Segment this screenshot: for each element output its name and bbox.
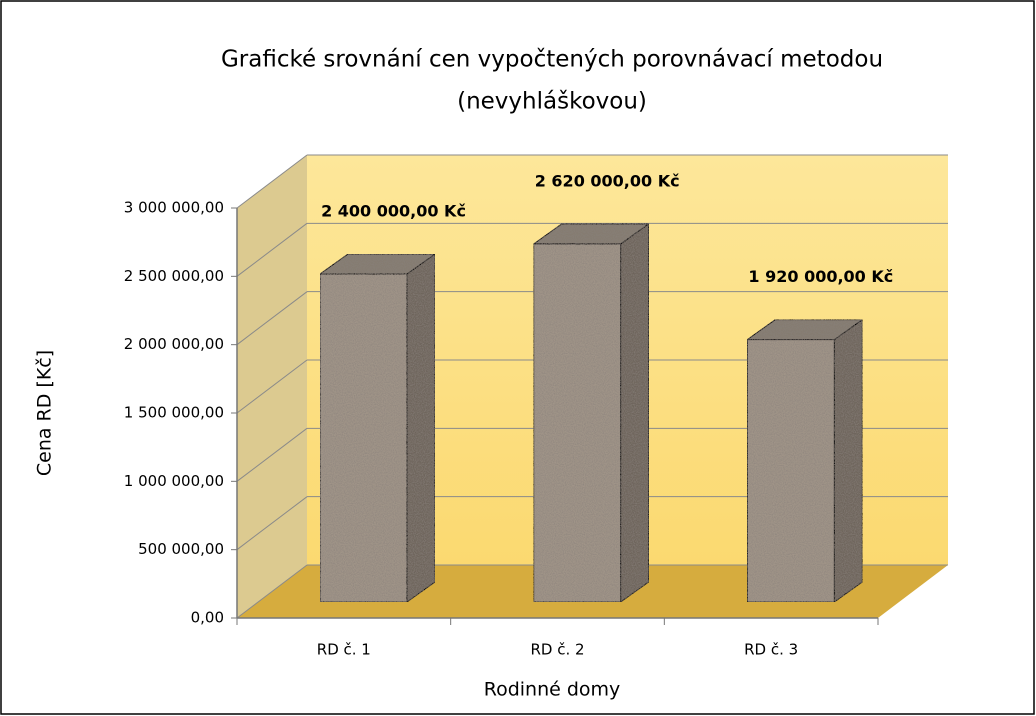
grid-line	[236, 427, 308, 482]
bars	[318, 222, 864, 603]
y-axis-title: Cena RD [Kč]	[34, 350, 56, 476]
chart-subtitle: (nevyhláškovou)	[457, 89, 647, 115]
y-tick-label: 2 500 000,00	[124, 267, 224, 285]
y-tick-label: 2 000 000,00	[124, 335, 224, 353]
data-label: 1 920 000,00 Kč	[748, 267, 893, 286]
x-tick-label: RD č. 3	[744, 641, 798, 659]
grid-line	[236, 564, 308, 619]
bar	[319, 273, 408, 603]
data-label: 2 620 000,00 Kč	[535, 171, 680, 190]
data-label: 2 400 000,00 Kč	[321, 202, 466, 221]
bar	[746, 339, 835, 603]
x-tick-label: RD č. 1	[317, 641, 371, 659]
bar-side	[406, 253, 436, 603]
x-axis-title: Rodinné domy	[484, 679, 621, 701]
grid-line	[236, 291, 308, 346]
bar-side	[620, 222, 650, 603]
bar-side	[833, 318, 863, 603]
x-tick-label: RD č. 2	[530, 641, 584, 659]
grid-line	[236, 222, 308, 277]
grid-line	[236, 359, 308, 414]
y-tick-label: 0,00	[191, 609, 224, 627]
y-tick-label: 3 000 000,00	[124, 199, 224, 217]
bar	[533, 243, 622, 603]
grid-line	[236, 154, 308, 209]
grid-line	[236, 496, 308, 551]
y-tick-label: 500 000,00	[138, 540, 224, 558]
y-tick-label: 1 000 000,00	[124, 472, 224, 490]
y-tick-label: 1 500 000,00	[124, 404, 224, 422]
chart-title: Grafické srovnání cen vypočtených porovn…	[221, 47, 883, 73]
